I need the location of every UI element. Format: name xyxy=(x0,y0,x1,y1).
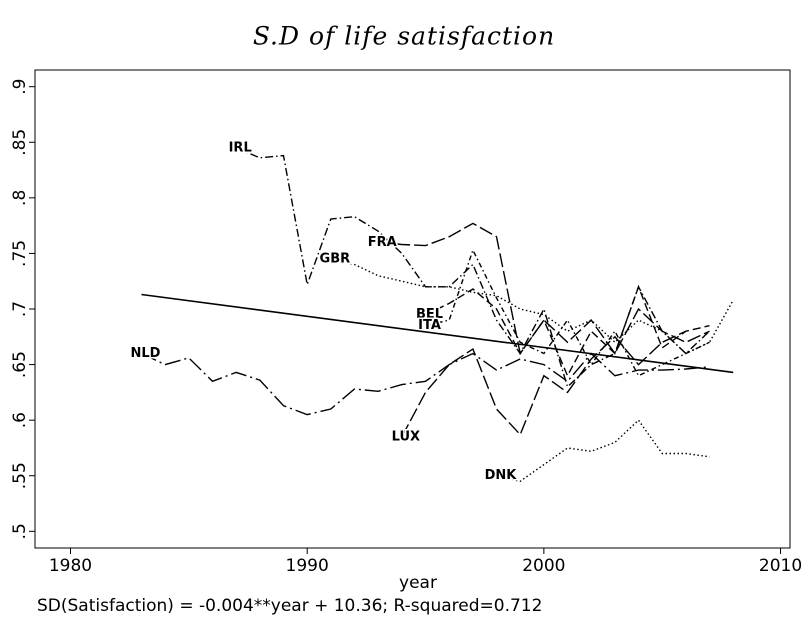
x-axis-label: year xyxy=(399,573,437,593)
fit-note: SD(Satisfaction) = -0.004**year + 10.36;… xyxy=(37,596,542,616)
y-tick-label: .9 xyxy=(10,79,30,95)
y-tick-label: .6 xyxy=(10,412,30,428)
series-label: IRL xyxy=(229,140,252,155)
y-tick-label: .85 xyxy=(10,129,30,156)
series-label: DNK xyxy=(485,468,518,483)
series-label: ITA xyxy=(418,318,441,333)
plot-frame xyxy=(34,69,791,549)
x-tick-label: 1980 xyxy=(49,556,92,576)
series-line xyxy=(425,284,710,378)
series-line xyxy=(141,352,710,416)
fit-line xyxy=(141,293,734,374)
series-line xyxy=(378,222,710,356)
x-tick-label: 1990 xyxy=(286,556,329,576)
series-line xyxy=(330,258,734,355)
y-tick-label: .65 xyxy=(10,351,30,378)
y-tick-label: .7 xyxy=(10,301,30,317)
y-tick-label: .55 xyxy=(10,462,30,489)
series-label: NLD xyxy=(131,346,161,361)
series-line xyxy=(401,330,687,438)
series-label: LUX xyxy=(392,429,420,444)
series-label: GBR xyxy=(320,251,351,266)
x-tick-label: 2000 xyxy=(522,556,565,576)
series-line xyxy=(496,419,710,483)
x-tick-label: 2010 xyxy=(759,556,802,576)
series-label: BEL xyxy=(416,307,443,322)
series-label: FRA xyxy=(368,235,397,250)
series-line xyxy=(235,147,710,389)
y-tick-label: .5 xyxy=(10,523,30,539)
chart-title: S.D of life satisfaction xyxy=(253,22,555,51)
y-tick-label: .75 xyxy=(10,240,30,267)
y-tick-label: .8 xyxy=(10,190,30,206)
